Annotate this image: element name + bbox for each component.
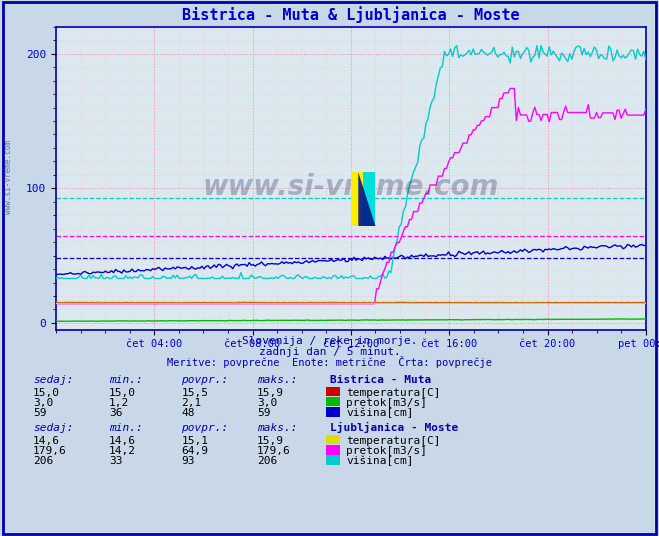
Text: zadnji dan / 5 minut.: zadnji dan / 5 minut. (258, 347, 401, 357)
Polygon shape (363, 172, 376, 226)
Text: 15,1: 15,1 (181, 436, 208, 446)
Text: temperatura[C]: temperatura[C] (346, 388, 440, 398)
Text: 179,6: 179,6 (33, 446, 67, 456)
Text: min.:: min.: (109, 423, 142, 434)
Text: višina[cm]: višina[cm] (346, 456, 413, 466)
Text: maks.:: maks.: (257, 375, 297, 385)
Text: 93: 93 (181, 456, 194, 466)
Text: 48: 48 (181, 408, 194, 418)
Text: www.si-vreme.com: www.si-vreme.com (203, 173, 499, 202)
Text: sedaj:: sedaj: (33, 375, 73, 385)
Text: 59: 59 (33, 408, 46, 418)
Text: Ljubljanica - Moste: Ljubljanica - Moste (330, 422, 458, 434)
Text: 15,0: 15,0 (33, 388, 60, 398)
Text: 206: 206 (257, 456, 277, 466)
Polygon shape (358, 172, 376, 226)
Text: 15,0: 15,0 (109, 388, 136, 398)
Text: 179,6: 179,6 (257, 446, 291, 456)
Text: 3,0: 3,0 (33, 398, 53, 408)
Text: 59: 59 (257, 408, 270, 418)
Text: pretok[m3/s]: pretok[m3/s] (346, 398, 427, 408)
Text: povpr.:: povpr.: (181, 375, 229, 385)
Text: 3,0: 3,0 (257, 398, 277, 408)
Text: maks.:: maks.: (257, 423, 297, 434)
Text: 15,9: 15,9 (257, 436, 284, 446)
Text: 2,1: 2,1 (181, 398, 202, 408)
Text: 33: 33 (109, 456, 122, 466)
Text: 36: 36 (109, 408, 122, 418)
Text: Slovenija / reke in morje.: Slovenija / reke in morje. (242, 336, 417, 346)
Text: pretok[m3/s]: pretok[m3/s] (346, 446, 427, 456)
Text: min.:: min.: (109, 375, 142, 385)
Text: 1,2: 1,2 (109, 398, 129, 408)
Text: Bistrica - Muta: Bistrica - Muta (330, 375, 431, 385)
Text: 14,6: 14,6 (109, 436, 136, 446)
Polygon shape (351, 172, 363, 226)
Text: Meritve: povprečne  Enote: metrične  Črta: povprečje: Meritve: povprečne Enote: metrične Črta:… (167, 355, 492, 368)
Text: 15,9: 15,9 (257, 388, 284, 398)
Text: 14,6: 14,6 (33, 436, 60, 446)
Text: temperatura[C]: temperatura[C] (346, 436, 440, 446)
Text: povpr.:: povpr.: (181, 423, 229, 434)
Text: 14,2: 14,2 (109, 446, 136, 456)
Text: 15,5: 15,5 (181, 388, 208, 398)
Text: www.si-vreme.com: www.si-vreme.com (4, 140, 13, 214)
Title: Bistrica - Muta & Ljubljanica - Moste: Bistrica - Muta & Ljubljanica - Moste (182, 6, 520, 23)
Text: višina[cm]: višina[cm] (346, 407, 413, 418)
Text: 64,9: 64,9 (181, 446, 208, 456)
Text: 206: 206 (33, 456, 53, 466)
Text: sedaj:: sedaj: (33, 423, 73, 434)
